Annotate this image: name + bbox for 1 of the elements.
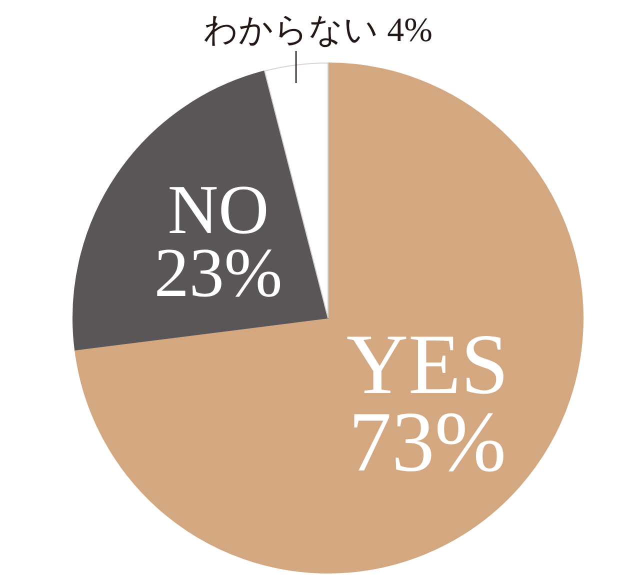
slice-label: わからない 4%	[204, 12, 432, 50]
